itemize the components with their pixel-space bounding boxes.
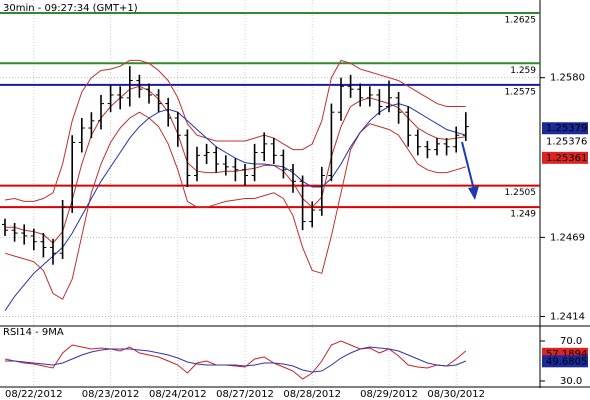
forecast-arrowhead	[468, 186, 479, 200]
x-tick-label: 08/22/2012	[5, 389, 63, 400]
chart-title: 30min - 09:27:34 (GMT+1)	[3, 3, 138, 14]
x-tick-label: 08/23/2012	[82, 389, 140, 400]
rsi-line	[5, 346, 466, 373]
x-tick-label: 08/29/2012	[360, 389, 418, 400]
price-label: 1.25379	[546, 123, 587, 134]
y-tick-label: 1.2414	[550, 311, 585, 322]
x-tick-label: 08/27/2012	[216, 389, 274, 400]
price-label-box	[542, 135, 588, 148]
rsi-label: 49.6805	[546, 356, 587, 367]
level-label: 1.259	[510, 66, 536, 76]
y-tick-label: 1.2469	[550, 232, 585, 243]
price-label: 1.25361	[546, 153, 587, 164]
level-label: 1.2505	[505, 188, 537, 198]
y-tick-label: 1.2580	[550, 73, 585, 84]
price-label: 1.25376	[546, 137, 587, 148]
bollinger-band	[4, 59, 466, 202]
bollinger-band	[4, 111, 466, 300]
x-tick-label: 08/28/2012	[283, 389, 341, 400]
price-label-box	[542, 122, 588, 135]
rsi-title: RSI14 - 9MA	[3, 327, 64, 338]
x-tick-label: 08/24/2012	[149, 389, 207, 400]
price-label-box	[542, 151, 588, 164]
level-label: 1.249	[510, 210, 536, 220]
y-tick-label: 30.0	[560, 376, 582, 387]
rsi-label: 57.1894	[546, 349, 587, 360]
level-label: 1.2575	[505, 87, 537, 97]
y-tick-label: 70.0	[560, 336, 582, 347]
x-tick-label: 08/30/2012	[427, 389, 485, 400]
level-label: 1.2625	[505, 15, 537, 25]
forecast-arrow	[461, 141, 475, 191]
rsi-label-box	[542, 355, 588, 368]
